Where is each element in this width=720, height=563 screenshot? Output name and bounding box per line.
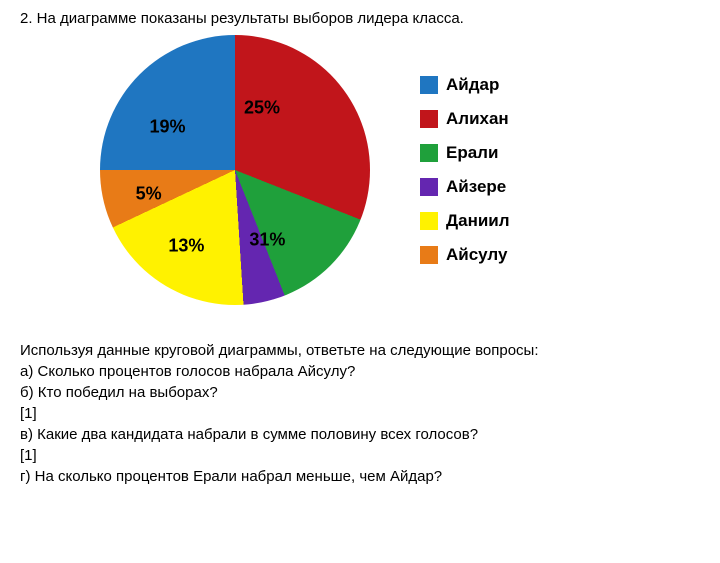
legend-item-3: Айзере (420, 177, 510, 197)
slice-label-2: 13% (168, 235, 204, 256)
legend: Айдар Алихан Ерали Айзере Даниил Айсулу (420, 75, 510, 265)
question-a: а) Сколько процентов голосов набрала Айс… (20, 361, 700, 382)
question-d: г) На сколько процентов Ерали набрал мен… (20, 466, 700, 487)
questions-intro: Используя данные круговой диаграммы, отв… (20, 340, 700, 361)
legend-swatch-1 (420, 110, 438, 128)
legend-label-2: Ерали (446, 143, 498, 163)
legend-item-4: Даниил (420, 211, 510, 231)
mark-1: [1] (20, 403, 700, 424)
questions-block: Используя данные круговой диаграммы, отв… (20, 340, 700, 487)
legend-item-1: Алихан (420, 109, 510, 129)
pie-chart: 25% 31% 13% 5% 19% (100, 35, 370, 305)
task-title: 2. На диаграмме показаны результаты выбо… (20, 10, 700, 27)
legend-item-5: Айсулу (420, 245, 510, 265)
legend-item-2: Ерали (420, 143, 510, 163)
legend-swatch-4 (420, 212, 438, 230)
slice-label-0: 25% (244, 97, 280, 118)
question-b: б) Кто победил на выборах? (20, 382, 700, 403)
mark-2: [1] (20, 445, 700, 466)
slice-label-4: 19% (149, 116, 185, 137)
legend-swatch-5 (420, 246, 438, 264)
question-c: в) Какие два кандидата набрали в сумме п… (20, 424, 700, 445)
legend-label-5: Айсулу (446, 245, 507, 265)
legend-label-1: Алихан (446, 109, 509, 129)
chart-area: 25% 31% 13% 5% 19% Айдар Алихан Ерали Айзере Дан… (100, 35, 700, 305)
legend-swatch-0 (420, 76, 438, 94)
legend-swatch-2 (420, 144, 438, 162)
legend-item-0: Айдар (420, 75, 510, 95)
legend-label-4: Даниил (446, 211, 510, 231)
legend-swatch-3 (420, 178, 438, 196)
legend-label-3: Айзере (446, 177, 506, 197)
legend-label-0: Айдар (446, 75, 499, 95)
pie-disc (100, 35, 370, 305)
slice-label-3: 5% (136, 184, 162, 205)
slice-label-1: 31% (249, 230, 285, 251)
